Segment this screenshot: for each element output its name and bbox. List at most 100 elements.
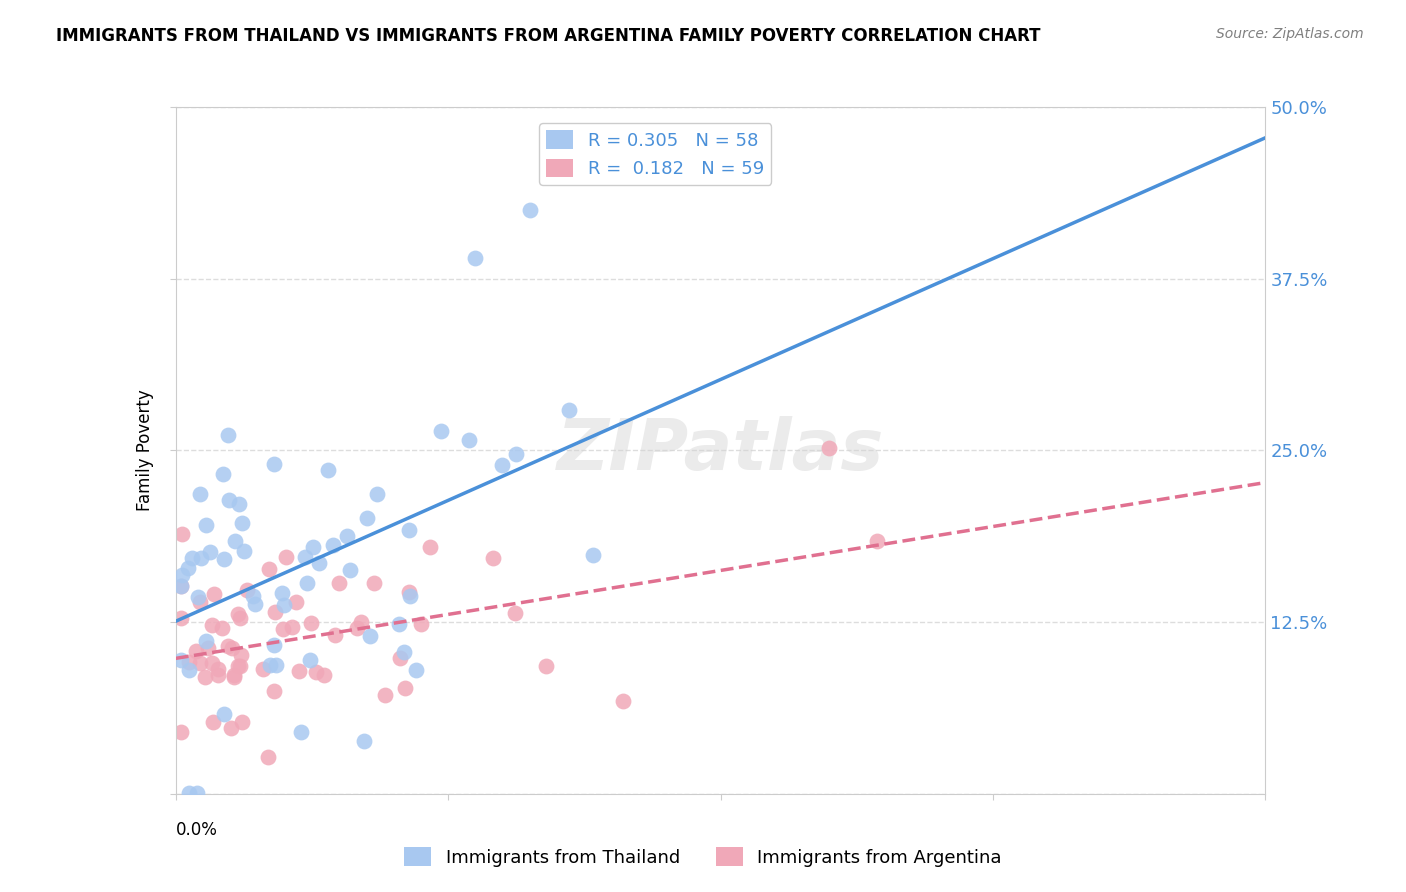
Point (188, 657, 211, 671)
Point (301, 540, 323, 554)
Point (212, 551, 235, 566)
Point (194, 670, 217, 684)
Point (429, 425, 451, 439)
Point (242, 589, 264, 603)
Point (202, 587, 225, 601)
Point (389, 651, 412, 665)
Point (188, 595, 211, 609)
Point (231, 714, 253, 729)
Point (194, 634, 217, 648)
Point (339, 563, 361, 577)
Point (295, 576, 318, 591)
Point (491, 458, 513, 473)
Point (194, 517, 217, 532)
Legend: Immigrants from Thailand, Immigrants from Argentina: Immigrants from Thailand, Immigrants fro… (396, 840, 1010, 874)
Point (392, 645, 415, 659)
Point (236, 582, 259, 597)
Point (257, 749, 280, 764)
Point (335, 529, 357, 543)
Point (177, 663, 200, 677)
Point (363, 575, 385, 590)
Point (170, 579, 193, 593)
Point (263, 683, 285, 698)
Point (818, 441, 841, 455)
Point (353, 733, 375, 747)
Point (229, 658, 252, 673)
Point (181, 551, 204, 566)
Point (218, 492, 240, 507)
Point (374, 689, 396, 703)
Text: IMMIGRANTS FROM THAILAND VS IMMIGRANTS FROM ARGENTINA FAMILY POVERTY CORRELATION: IMMIGRANTS FROM THAILAND VS IMMIGRANTS F… (56, 27, 1040, 45)
Point (222, 670, 245, 684)
Point (190, 551, 212, 566)
Point (187, 590, 209, 604)
Point (214, 706, 236, 721)
Point (276, 550, 298, 565)
Point (243, 597, 266, 611)
Point (280, 620, 302, 634)
Point (201, 714, 224, 729)
Point (263, 457, 285, 471)
Point (201, 618, 224, 632)
Point (221, 640, 243, 655)
Point (217, 428, 239, 442)
Point (184, 644, 207, 658)
Point (177, 561, 200, 575)
Point (519, 203, 541, 218)
Point (170, 610, 193, 624)
Point (177, 655, 200, 669)
Legend: R = 0.305   N = 58, R =  0.182   N = 59: R = 0.305 N = 58, R = 0.182 N = 59 (538, 123, 772, 186)
Point (271, 622, 294, 636)
Point (323, 628, 346, 642)
Text: ZIPatlas: ZIPatlas (557, 416, 884, 485)
Point (458, 433, 481, 447)
Point (866, 533, 889, 548)
Point (409, 617, 432, 632)
Point (200, 545, 222, 559)
Point (228, 497, 250, 511)
Point (232, 543, 254, 558)
Y-axis label: Family Poverty: Family Poverty (136, 390, 155, 511)
Point (284, 595, 307, 609)
Point (211, 621, 233, 635)
Point (350, 615, 373, 629)
Point (288, 665, 311, 679)
Point (298, 653, 321, 667)
Point (394, 681, 416, 696)
Point (224, 533, 246, 548)
Point (263, 639, 285, 653)
Point (259, 657, 281, 672)
Point (201, 656, 224, 670)
Point (318, 463, 340, 477)
Point (464, 251, 486, 265)
Point (188, 487, 211, 501)
Point (271, 586, 294, 600)
Point (231, 516, 253, 531)
Point (252, 662, 274, 676)
Point (505, 446, 527, 460)
Point (482, 550, 505, 565)
Point (226, 659, 249, 673)
Point (179, 785, 201, 799)
Point (398, 585, 420, 599)
Point (299, 616, 322, 631)
Point (172, 568, 194, 582)
Point (229, 648, 252, 663)
Point (305, 665, 328, 680)
Point (170, 579, 193, 593)
Point (505, 606, 527, 620)
Point (217, 639, 239, 653)
Point (264, 657, 287, 672)
Point (257, 562, 280, 576)
Point (359, 629, 381, 643)
Point (228, 611, 250, 625)
Point (290, 725, 312, 739)
Point (419, 540, 441, 554)
Point (207, 663, 229, 677)
Point (264, 605, 287, 619)
Point (172, 527, 194, 541)
Point (558, 403, 581, 417)
Point (226, 607, 249, 621)
Point (356, 511, 378, 525)
Point (322, 538, 344, 552)
